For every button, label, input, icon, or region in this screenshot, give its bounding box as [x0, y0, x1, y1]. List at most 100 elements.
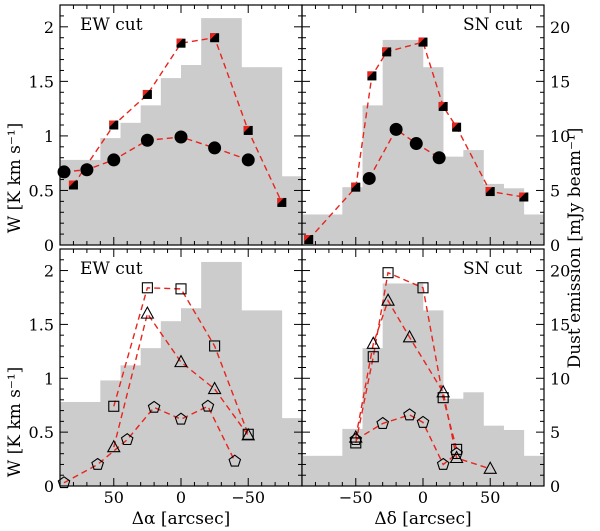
xlabel-right: Δδ [arcsec] — [374, 509, 471, 529]
y-tick-label: 1 — [44, 369, 54, 388]
panel-bottom-right: SN cut — [301, 248, 545, 487]
marker-filled-square — [485, 187, 495, 197]
series-top-right — [304, 37, 529, 245]
marker-filled-square — [210, 33, 220, 43]
dust-bar — [322, 214, 343, 245]
marker-open-pentagon — [174, 412, 188, 425]
dust-histogram-top-right — [302, 39, 545, 246]
marker-open-pentagon — [436, 457, 450, 470]
dust-bar — [201, 261, 222, 486]
marker-square-accent — [109, 120, 116, 127]
y-tick-label: 2 — [44, 18, 54, 37]
marker-square-body — [304, 235, 314, 245]
marker-open-square — [141, 282, 153, 294]
marker-square-accent — [351, 182, 358, 190]
dust-bar — [342, 428, 363, 486]
x-tick-label: 50 — [104, 488, 124, 507]
xlabel-left: Δα [arcsec] — [132, 509, 231, 529]
marker-open-square — [451, 443, 463, 455]
marker-open-square — [175, 283, 187, 295]
marker-square-body — [418, 37, 428, 47]
y-tick-label: 1.5 — [29, 72, 54, 91]
marker-square-accent — [382, 47, 389, 54]
y-tick-label: 1 — [44, 127, 54, 146]
dust-bar — [302, 455, 323, 486]
panel-top-left: EW cut — [57, 4, 303, 246]
marker-square-accent — [367, 71, 374, 78]
dust-bar — [80, 401, 101, 486]
dust-bar — [201, 18, 222, 245]
dust-bar — [120, 365, 141, 486]
marker-square-body — [243, 125, 253, 135]
dust-bar — [322, 455, 343, 486]
marker-filled-square — [418, 37, 428, 47]
dust-histogram-top-left — [60, 18, 303, 245]
marker-open-pentagon — [403, 408, 416, 421]
panel-title-top-left: EW cut — [80, 15, 143, 35]
dust-bar — [181, 65, 202, 245]
dust-bar — [523, 214, 545, 245]
marker-filled-square — [243, 125, 253, 135]
marker-open-pentagon — [91, 457, 105, 470]
panel-title-top-right: SN cut — [463, 15, 522, 35]
marker-open-triangle — [174, 354, 188, 368]
dust-bar — [423, 310, 444, 486]
marker-square-accent — [452, 122, 459, 130]
marker-square-accent — [418, 37, 425, 45]
marker-open-pentagon — [450, 447, 463, 460]
panel-bottom-left: EW cut — [57, 248, 303, 489]
marker-open-pentagon — [57, 476, 71, 489]
marker-square-body — [277, 197, 287, 207]
marker-open-pentagon — [120, 433, 134, 446]
dust-bar — [261, 67, 283, 245]
marker-filled-circle — [80, 163, 94, 177]
marker-open-triangle — [449, 450, 464, 464]
y2-tick-label: 0 — [550, 477, 560, 496]
marker-filled-square — [176, 38, 186, 48]
series-bottom-right — [348, 267, 498, 474]
marker-filled-square — [142, 89, 152, 99]
marker-square-accent — [485, 187, 493, 194]
marker-open-triangle — [483, 461, 498, 474]
dust-bar — [483, 425, 504, 486]
marker-square-body — [452, 122, 462, 132]
marker-square-accent — [210, 33, 217, 40]
marker-filled-square — [382, 47, 392, 57]
marker-square-body — [68, 180, 78, 190]
marker-open-triangle — [207, 381, 222, 395]
marker-square-body — [142, 89, 152, 99]
marker-filled-square — [367, 71, 377, 81]
y-tick-label: 2 — [44, 262, 54, 281]
dust-bar — [160, 321, 182, 486]
dust-bar — [181, 308, 202, 486]
marker-filled-circle — [362, 171, 376, 185]
dust-bar — [503, 429, 525, 486]
marker-square-accent — [176, 38, 183, 46]
marker-square-body — [438, 101, 448, 111]
dust-bar — [140, 348, 162, 486]
ylabel-bottom: W [K km s⁻¹] — [5, 367, 25, 478]
series-line-filled-circles — [368, 128, 440, 179]
x-tick-label: −50 — [231, 488, 265, 507]
marker-open-pentagon — [376, 416, 390, 429]
marker-open-square — [108, 400, 120, 412]
marker-open-triangle — [140, 305, 155, 319]
dust-bar — [483, 183, 504, 245]
dust-bar — [100, 138, 121, 245]
marker-open-triangle — [436, 384, 451, 398]
marker-filled-circle — [174, 130, 188, 144]
series-line-open-squares — [113, 287, 249, 435]
series-line-open-pentagons — [355, 414, 458, 466]
marker-square-accent — [304, 235, 311, 242]
dust-bar — [281, 418, 303, 486]
x-tick-label: 0 — [418, 488, 428, 507]
marker-filled-circle — [432, 151, 446, 165]
marker-open-triangle — [241, 427, 256, 441]
marker-square-accent — [68, 180, 76, 187]
y2-tick-label: 5 — [550, 181, 560, 200]
marker-filled-square — [519, 192, 529, 202]
dust-bar — [382, 39, 404, 246]
dust-bar — [382, 283, 404, 486]
marker-open-triangle — [402, 329, 417, 343]
dust-bar — [443, 156, 464, 245]
